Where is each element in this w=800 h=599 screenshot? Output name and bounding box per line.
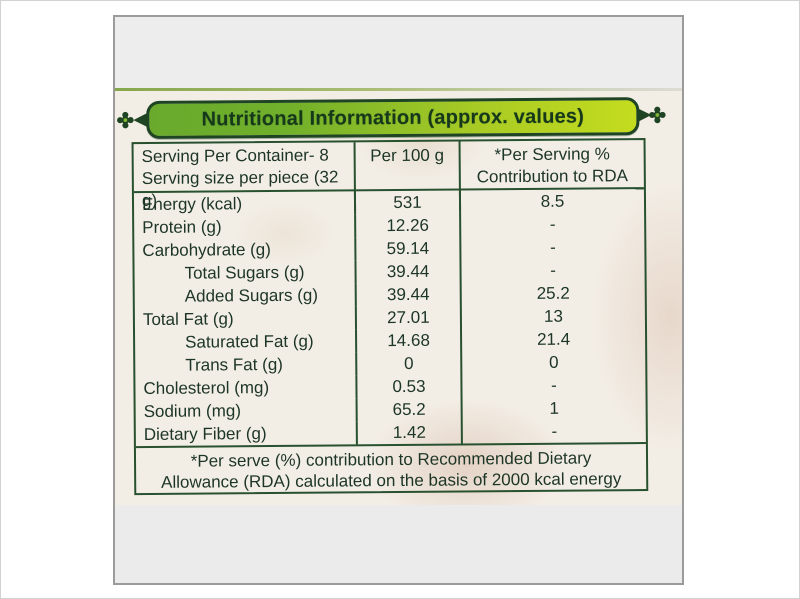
rda-value: 0: [460, 350, 646, 375]
table-row: Dietary Fiber (g) 1.42 -: [136, 419, 646, 446]
nutrient-label: Trans Fat (g): [185, 354, 283, 375]
banner-title: Nutritional Information (approx. values): [201, 105, 585, 131]
per-100g-value: 39.44: [354, 259, 460, 284]
nutrient-label: Sodium (mg): [143, 401, 242, 422]
nutrient-label: Total Sugars (g): [184, 262, 305, 283]
table-header-row: Serving Per Container- 8 Serving size pe…: [133, 140, 645, 211]
rda-header-line1: *Per Serving %: [494, 144, 610, 165]
per-100g-value: 14.68: [355, 328, 461, 353]
per-100g-value: 59.14: [354, 236, 460, 261]
rda-value: -: [459, 235, 645, 260]
per-100g-value: 27.01: [354, 305, 461, 330]
nutrient-label: Carbohydrate (g): [142, 240, 271, 261]
rda-footnote: *Per serve (%) contribution to Recommend…: [135, 442, 647, 496]
per-100g-value: 531: [353, 190, 460, 215]
label-group: Nutritional Information (approx. values)…: [113, 15, 684, 585]
label-paper: [115, 88, 682, 505]
rda-value: 13: [459, 304, 645, 329]
rda-footnote-line2: Allowance (RDA) calculated on the basis …: [161, 469, 622, 492]
product-photo: Nutritional Information (approx. values)…: [113, 15, 684, 585]
per-100g-value: 12.26: [354, 213, 460, 238]
rda-value: 8.5: [458, 189, 645, 214]
banner-tail-left: [133, 112, 148, 128]
rosette-ornament-icon: [649, 106, 666, 124]
per-100g-value: 65.2: [355, 397, 461, 422]
rosette-ornament-icon: [117, 111, 134, 129]
table-body: Energy (kcal) 531 8.5 Protein (g) 12.26 …: [134, 189, 646, 446]
nutrient-label: Saturated Fat (g): [185, 331, 314, 352]
rda-value: -: [459, 212, 645, 237]
nutrient-label: Added Sugars (g): [184, 285, 319, 306]
serving-per-container: Serving Per Container- 8: [141, 145, 329, 167]
nutrient-label: Cholesterol (mg): [143, 378, 270, 399]
nutrition-table: Serving Per Container- 8 Serving size pe…: [131, 138, 649, 496]
per-100g-value: 0.53: [355, 374, 461, 399]
nutrient-label: Energy (kcal): [141, 194, 243, 215]
green-divider-line: [115, 88, 682, 91]
per-100g-value: 0: [355, 351, 461, 376]
rda-value: 1: [460, 396, 646, 421]
nutrient-label: Total Fat (g): [142, 309, 234, 330]
per-100g-value: 39.44: [354, 282, 460, 307]
rda-value: -: [460, 373, 646, 398]
rda-value: 21.4: [460, 327, 646, 352]
rda-header-line2: Contribution to RDA: [476, 166, 628, 187]
rda-value: 25.2: [459, 281, 645, 306]
nutrient-label: Protein (g): [142, 217, 222, 238]
rda-value: -: [460, 419, 646, 444]
nutrient-label: Dietary Fiber (g): [143, 424, 267, 445]
banner: Nutritional Information (approx. values): [146, 97, 640, 139]
per-100g-value: 1.42: [355, 420, 461, 445]
rda-value: -: [459, 258, 645, 283]
